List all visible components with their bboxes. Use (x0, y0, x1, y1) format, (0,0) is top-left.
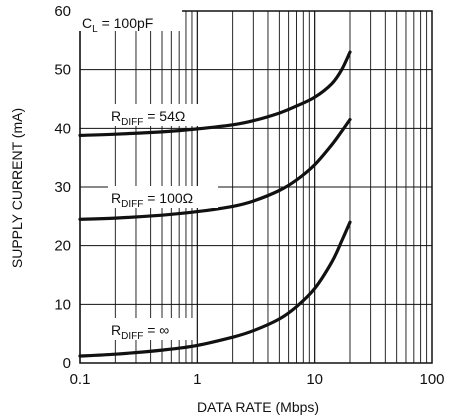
series-line-rdiff-54 (78, 50, 352, 137)
condition-label: CL = 100pF (78, 9, 182, 35)
series-line-rdiff-infinity (78, 220, 352, 358)
y-tick-label: 30 (54, 179, 71, 196)
x-axis-title: DATA RATE (Mbps) (197, 399, 319, 415)
svg-text:RDIFF = ∞: RDIFF = ∞ (111, 322, 169, 342)
x-tick-label: 0.1 (70, 371, 91, 388)
x-tick-label: 100 (419, 371, 444, 388)
svg-text:RDIFF = 100Ω: RDIFF = 100Ω (111, 190, 193, 210)
y-tick-label: 60 (54, 3, 71, 20)
series-curves (78, 50, 352, 358)
series-label-rdiff-100: RDIFF = 100Ω (108, 186, 218, 210)
plot-frame (79, 10, 433, 364)
svg-text:CL = 100pF: CL = 100pF (82, 15, 153, 35)
y-tick-label: 50 (54, 62, 71, 79)
x-tick-label: 10 (306, 371, 323, 388)
y-tick-label: 10 (54, 296, 71, 313)
series-line-rdiff-100 (78, 117, 352, 221)
grid-lines (79, 10, 432, 364)
series-label-rdiff-infinity: RDIFF = ∞ (108, 318, 194, 342)
condition-label-rest: = 100pF (98, 15, 154, 31)
svg-text:RDIFF = 54Ω: RDIFF = 54Ω (111, 108, 185, 128)
tick-labels: 0 10 20 30 40 50 60 0.1 1 10 100 (54, 3, 444, 388)
y-axis-title: SUPPLY CURRENT (mA) (9, 108, 25, 268)
x-tick-label: 1 (193, 371, 201, 388)
y-tick-label: 20 (54, 238, 71, 255)
condition-label-sub: L (92, 24, 98, 35)
condition-label-main: C (82, 15, 92, 31)
y-tick-label: 0 (63, 355, 71, 372)
y-tick-label: 40 (54, 120, 71, 137)
series-label-rdiff-54: RDIFF = 54Ω (108, 104, 208, 128)
